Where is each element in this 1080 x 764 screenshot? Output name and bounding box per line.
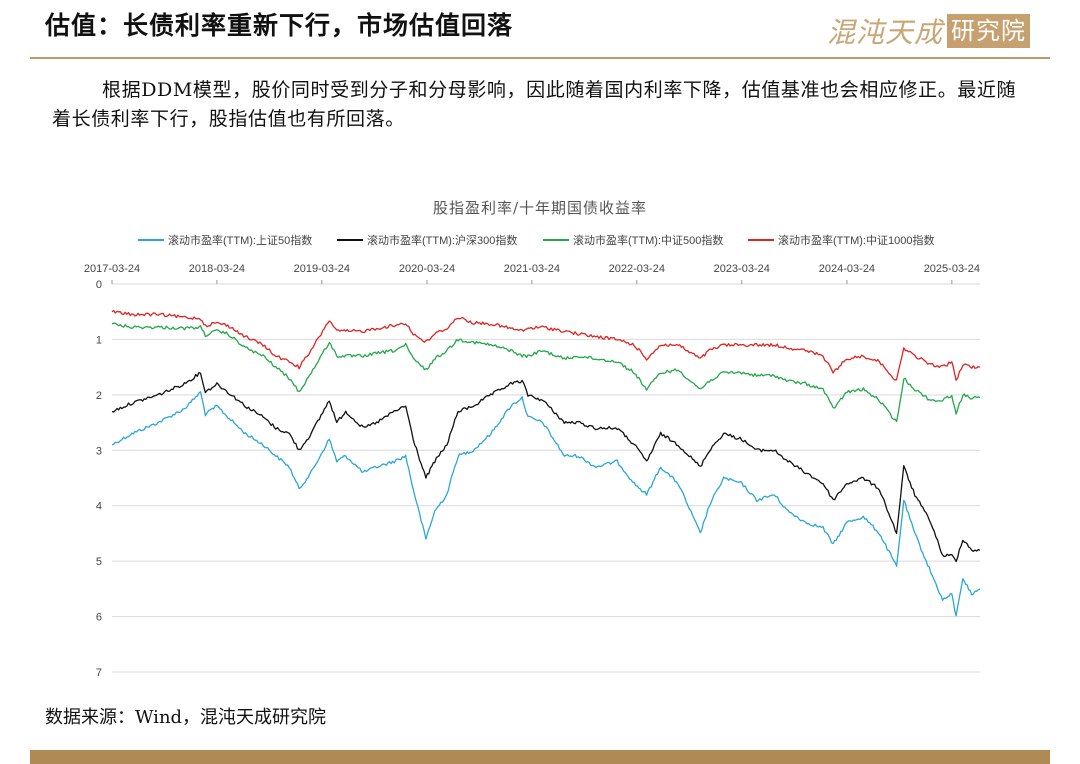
y-tick-label: 5 (96, 556, 102, 568)
y-axis: 0 1 2 3 4 5 6 7 (96, 279, 102, 679)
chart-grid (112, 283, 980, 673)
series-line-2 (111, 322, 981, 423)
legend-label: 滚动市盈率(TTM):中证500指数 (573, 233, 723, 247)
y-tick-label: 1 (96, 334, 102, 346)
x-tick-label: 2018-03-24 (189, 263, 245, 275)
y-tick-label: 2 (96, 390, 102, 402)
legend-label: 滚动市盈率(TTM):沪深300指数 (367, 233, 517, 247)
x-tick-label: 2021-03-24 (504, 263, 560, 275)
legend-label: 滚动市盈率(TTM):上证50指数 (168, 233, 312, 247)
header-divider (30, 57, 1050, 59)
logo: 混沌天成 研究院 (827, 11, 1030, 51)
chart-lines (111, 309, 981, 617)
x-tick-label: 2020-03-24 (399, 263, 455, 275)
series-line-3 (111, 309, 981, 381)
logo-text: 混沌天成 (826, 16, 943, 49)
intro-paragraph: 根据DDM模型，股价同时受到分子和分母影响，因此随着国内利率下降，估值基准也会相… (52, 79, 1017, 130)
legend-label: 滚动市盈率(TTM):中证1000指数 (778, 233, 934, 247)
chart-title: 股指盈利率/十年期国债收益率 (433, 199, 647, 217)
logo-box: 研究院 (947, 14, 1030, 48)
x-tick-label: 2023-03-24 (714, 263, 770, 275)
y-tick-label: 3 (96, 445, 102, 457)
x-tick-label: 2019-03-24 (294, 263, 350, 275)
y-tick-label: 0 (96, 279, 102, 291)
x-tick-label: 2022-03-24 (609, 263, 665, 275)
y-tick-label: 4 (96, 501, 102, 513)
x-tick-label: 2025-03-24 (924, 263, 980, 275)
x-tick-label: 2017-03-24 (84, 263, 140, 275)
page-title: 估值：长债利率重新下行，市场估值回落 (45, 11, 514, 40)
chart-legend: 滚动市盈率(TTM):上证50指数 滚动市盈率(TTM):沪深300指数 滚动市盈率… (138, 233, 934, 247)
x-tick-label: 2024-03-24 (819, 263, 875, 275)
x-axis: 2017-03-24 2018-03-24 2019-03-24 2020-03-24… (84, 263, 980, 284)
y-tick-label: 6 (96, 612, 102, 624)
source-note: 数据来源：Wind，混沌天成研究院 (45, 707, 327, 728)
series-line-0 (111, 391, 981, 617)
pe-yield-chart: 股指盈利率/十年期国债收益率 滚动市盈率(TTM):上证50指数 滚动市盈率(TT… (84, 199, 981, 679)
series-line-1 (111, 371, 981, 563)
footer-bar (30, 750, 1050, 764)
y-tick-label: 7 (96, 667, 102, 679)
